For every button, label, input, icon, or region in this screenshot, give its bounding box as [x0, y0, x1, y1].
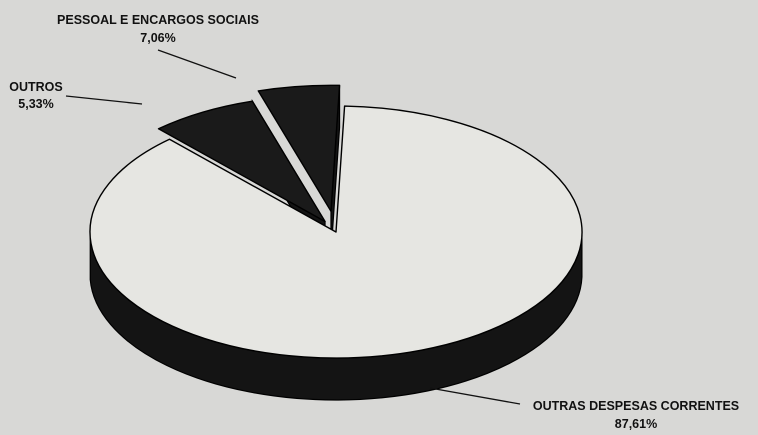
slice-outros — [257, 84, 341, 212]
leader-outros — [65, 95, 143, 105]
label-outras-name: OUTRAS DESPESAS CORRENTES — [533, 399, 739, 413]
label-pessoal-name: PESSOAL E ENCARGOS SOCIAIS — [57, 13, 259, 27]
leader-outras — [429, 387, 521, 405]
slice-pessoal-e-encargos-sociais — [157, 100, 326, 223]
label-pessoal-value: 7,06% — [140, 31, 175, 45]
label-outras-value: 87,61% — [615, 417, 657, 431]
label-outros-name: OUTROS — [9, 80, 62, 94]
leader-pessoal — [157, 49, 237, 79]
slice-outras-despesas-correntes — [89, 105, 583, 359]
label-outros-value: 5,33% — [18, 97, 53, 111]
